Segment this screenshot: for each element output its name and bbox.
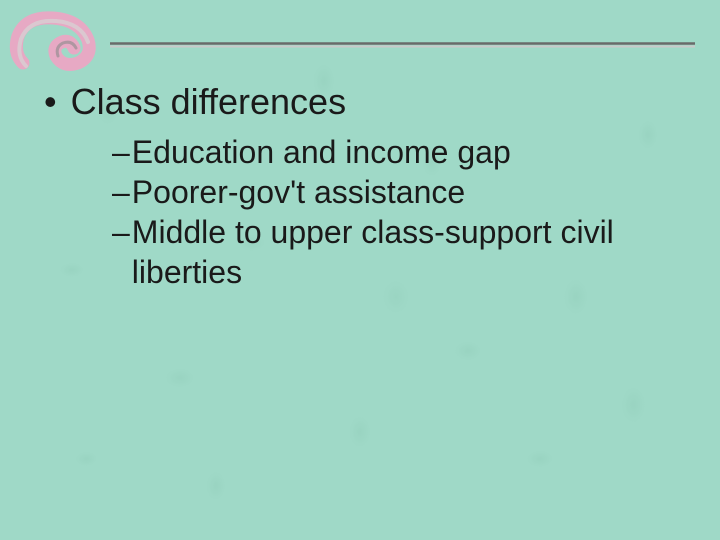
sub-item-text: Middle to upper class-support civil libe… bbox=[132, 212, 652, 292]
sub-item: – Education and income gap bbox=[112, 132, 690, 172]
dash-icon: – bbox=[112, 132, 130, 172]
dash-icon: – bbox=[112, 172, 130, 212]
corner-swirl-icon bbox=[8, 8, 118, 83]
sub-item-text: Poorer-gov't assistance bbox=[132, 172, 465, 212]
main-bullet-row: • Class differences bbox=[38, 80, 690, 124]
sub-item-text: Education and income gap bbox=[132, 132, 511, 172]
main-bullet-text: Class differences bbox=[71, 80, 346, 124]
dash-icon: – bbox=[112, 212, 130, 252]
content-area: • Class differences – Education and inco… bbox=[38, 80, 690, 292]
sub-item: – Poorer-gov't assistance bbox=[112, 172, 690, 212]
sub-list: – Education and income gap – Poorer-gov'… bbox=[112, 132, 690, 292]
bullet-icon: • bbox=[44, 80, 57, 124]
sub-item: – Middle to upper class-support civil li… bbox=[112, 212, 690, 292]
divider-line bbox=[110, 42, 695, 48]
slide: • Class differences – Education and inco… bbox=[0, 0, 720, 540]
